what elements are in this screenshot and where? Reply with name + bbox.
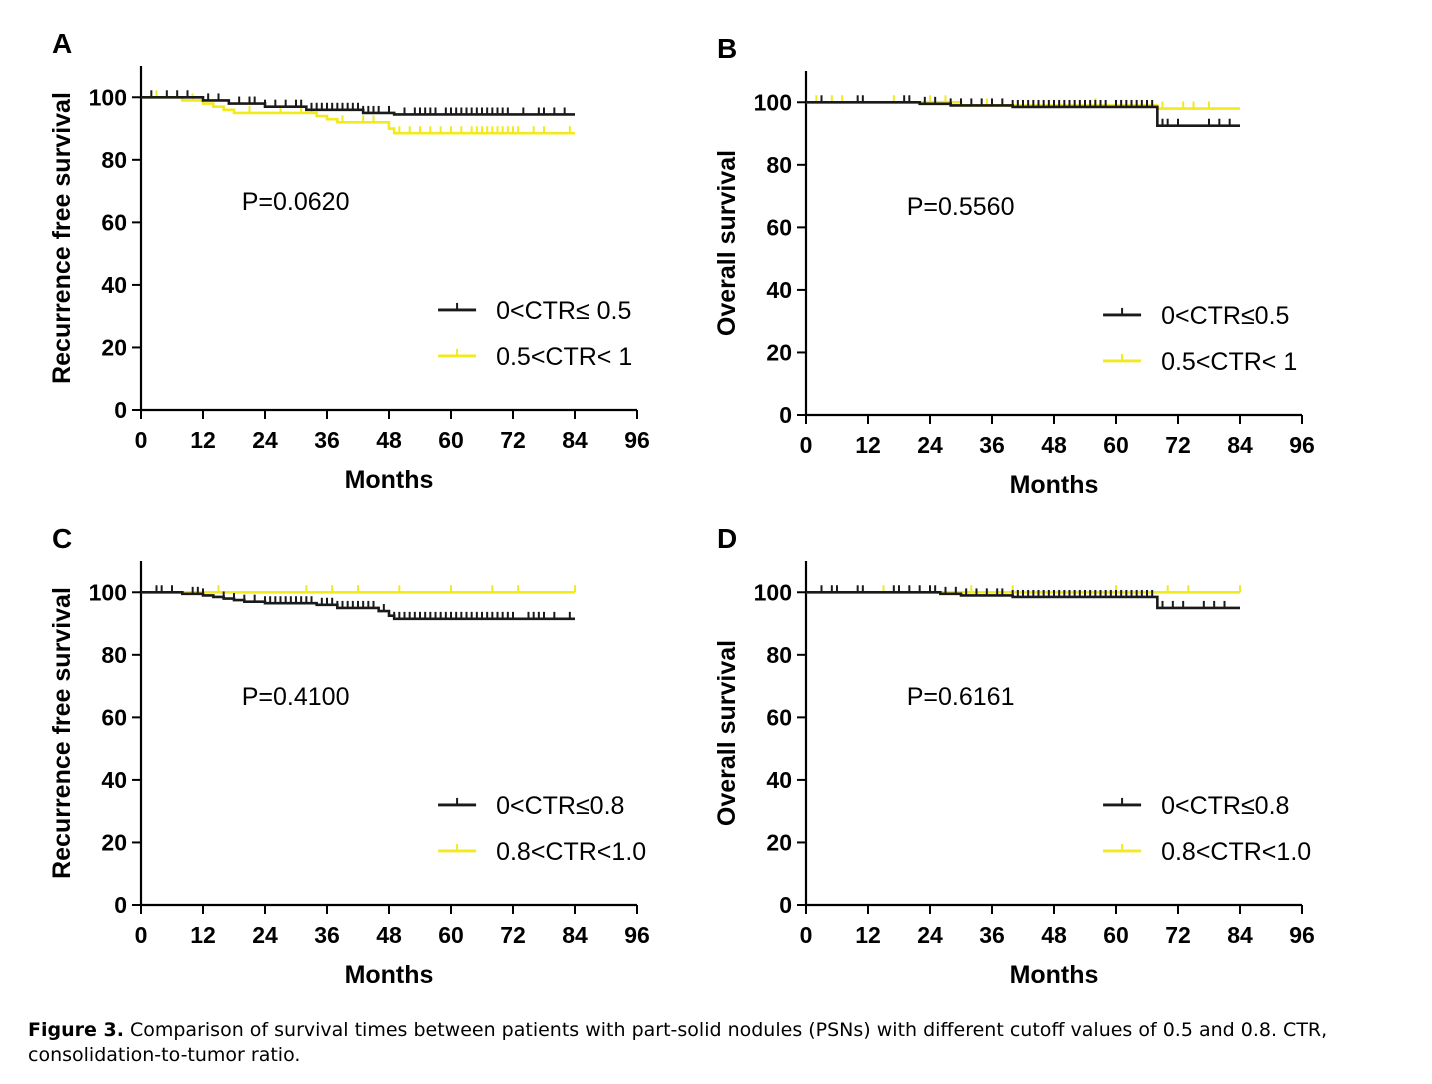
x-tick-label: 84 xyxy=(1227,432,1253,458)
y-tick-label: 100 xyxy=(754,579,792,605)
caption-text: Comparison of survival times between pat… xyxy=(28,1019,1328,1066)
y-tick-label: 40 xyxy=(101,767,127,793)
y-tick-label: 100 xyxy=(89,579,127,605)
panel-d: D 0 12 24 36 48 60 72 84 96 0 20 40 60 80 100 Months Ove… xyxy=(705,515,1405,995)
panel-a: A 0 12 24 36 48 60 72 84 96 0 20 40 60 80 100 Months Rec… xyxy=(40,20,740,500)
legend-label-1: 0<CTR≤0.8 xyxy=(1161,792,1289,820)
y-tick-label: 0 xyxy=(779,402,792,428)
legend-label-1: 0<CTR≤0.5 xyxy=(1161,302,1289,330)
survival-curve-1 xyxy=(806,590,1240,610)
y-tick-label: 40 xyxy=(101,272,127,298)
x-tick-label: 12 xyxy=(190,427,216,453)
panel-b: B 0 12 24 36 48 60 72 84 96 0 20 40 60 80 100 Months Ove… xyxy=(705,25,1405,505)
x-tick-label: 0 xyxy=(135,922,148,948)
x-tick-label: 72 xyxy=(500,427,526,453)
y-tick-label: 100 xyxy=(89,84,127,110)
x-tick-label: 12 xyxy=(855,432,881,458)
x-tick-label: 96 xyxy=(624,427,650,453)
x-tick-label: 24 xyxy=(917,432,943,458)
y-tick-label: 80 xyxy=(101,642,127,668)
y-tick-label: 0 xyxy=(779,892,792,918)
km-chart-b: 0 12 24 36 48 60 72 84 96 0 20 40 60 80 100 Months Overa… xyxy=(713,71,1315,499)
x-tick-label: 0 xyxy=(800,432,813,458)
x-tick-label: 48 xyxy=(1041,432,1067,458)
y-tick-label: 80 xyxy=(766,642,792,668)
x-tick-label: 96 xyxy=(1289,922,1315,948)
y-tick-label: 20 xyxy=(101,829,127,855)
y-tick-label: 0 xyxy=(114,397,127,423)
survival-curve-2 xyxy=(141,95,575,135)
p-value-annotation: P=0.5560 xyxy=(907,193,1015,221)
panel-letter-d: D xyxy=(717,523,738,554)
x-axis-title: Months xyxy=(1010,961,1099,989)
x-tick-label: 72 xyxy=(1165,922,1191,948)
y-tick-label: 60 xyxy=(101,209,127,235)
x-tick-label: 24 xyxy=(917,922,943,948)
x-axis-title: Months xyxy=(345,466,434,494)
y-tick-label: 0 xyxy=(114,892,127,918)
x-tick-label: 36 xyxy=(979,922,1005,948)
x-tick-label: 84 xyxy=(1227,922,1253,948)
x-tick-label: 36 xyxy=(314,922,340,948)
x-tick-label: 60 xyxy=(438,922,464,948)
km-chart-a: 0 12 24 36 48 60 72 84 96 0 20 40 60 80 100 Months Recur… xyxy=(48,66,650,494)
y-tick-label: 60 xyxy=(766,214,792,240)
panel-letter-a: A xyxy=(52,28,73,59)
p-value-annotation: P=0.0620 xyxy=(242,188,350,216)
y-tick-label: 80 xyxy=(766,152,792,178)
y-tick-label: 60 xyxy=(766,704,792,730)
x-tick-label: 72 xyxy=(1165,432,1191,458)
y-tick-label: 40 xyxy=(766,277,792,303)
legend-label-2: 0.8<CTR<1.0 xyxy=(1161,838,1311,866)
x-tick-label: 36 xyxy=(979,432,1005,458)
panel-c: C 0 12 24 36 48 60 72 84 96 0 20 40 60 80 100 Months Rec… xyxy=(40,515,740,995)
km-chart-d: 0 12 24 36 48 60 72 84 96 0 20 40 60 80 100 Months Overa… xyxy=(713,561,1315,989)
x-tick-label: 60 xyxy=(438,427,464,453)
x-tick-label: 96 xyxy=(624,922,650,948)
y-tick-label: 20 xyxy=(101,334,127,360)
y-axis-title: Overall survival xyxy=(713,150,741,336)
x-axis-title: Months xyxy=(345,961,434,989)
legend-label-2: 0.5<CTR< 1 xyxy=(1161,348,1297,376)
x-tick-label: 24 xyxy=(252,427,278,453)
x-tick-label: 84 xyxy=(562,922,588,948)
legend-label-1: 0<CTR≤0.8 xyxy=(496,792,624,820)
p-value-annotation: P=0.6161 xyxy=(907,683,1015,711)
km-chart-c: 0 12 24 36 48 60 72 84 96 0 20 40 60 80 100 Months Recur… xyxy=(48,561,650,989)
y-axis-title: Recurrence free survival xyxy=(48,92,76,384)
x-tick-label: 36 xyxy=(314,427,340,453)
x-tick-label: 84 xyxy=(562,427,588,453)
y-tick-label: 40 xyxy=(766,767,792,793)
legend-label-1: 0<CTR≤ 0.5 xyxy=(496,297,631,325)
x-tick-label: 0 xyxy=(800,922,813,948)
p-value-annotation: P=0.4100 xyxy=(242,683,350,711)
y-tick-label: 60 xyxy=(101,704,127,730)
legend-label-2: 0.5<CTR< 1 xyxy=(496,343,632,371)
legend-label-2: 0.8<CTR<1.0 xyxy=(496,838,646,866)
x-axis-title: Months xyxy=(1010,471,1099,499)
x-tick-label: 48 xyxy=(376,922,402,948)
y-tick-label: 20 xyxy=(766,829,792,855)
x-tick-label: 96 xyxy=(1289,432,1315,458)
x-tick-label: 0 xyxy=(135,427,148,453)
x-tick-label: 60 xyxy=(1103,432,1129,458)
y-tick-label: 80 xyxy=(101,147,127,173)
panel-letter-b: B xyxy=(717,33,738,64)
y-tick-label: 100 xyxy=(754,89,792,115)
x-tick-label: 72 xyxy=(500,922,526,948)
caption-label: Figure 3. xyxy=(28,1019,124,1041)
figure-caption: Figure 3. Comparison of survival times b… xyxy=(28,1018,1408,1068)
panel-letter-c: C xyxy=(52,523,73,554)
y-axis-title: Recurrence free survival xyxy=(48,587,76,879)
x-tick-label: 12 xyxy=(190,922,216,948)
x-tick-label: 12 xyxy=(855,922,881,948)
x-tick-label: 24 xyxy=(252,922,278,948)
y-axis-title: Overall survival xyxy=(713,640,741,826)
y-tick-label: 20 xyxy=(766,339,792,365)
x-tick-label: 48 xyxy=(1041,922,1067,948)
x-tick-label: 60 xyxy=(1103,922,1129,948)
x-tick-label: 48 xyxy=(376,427,402,453)
